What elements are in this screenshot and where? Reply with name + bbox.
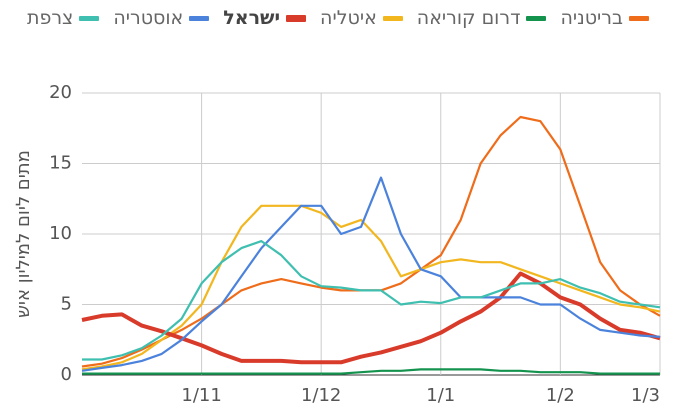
legend-label: צרפת	[26, 7, 74, 29]
legend: בריטניה דרום קוריאה איטליה ישראל אוסטריה צרפת	[6, 2, 670, 34]
y-axis-label: מתים ליום למיליון איש	[13, 150, 34, 318]
series-line	[81, 204, 661, 371]
legend-swatch	[629, 15, 650, 21]
legend-swatch	[189, 15, 210, 21]
x-tick-label: 1/12	[301, 385, 341, 406]
legend-label: אוסטריה	[113, 7, 184, 29]
x-tick-label: 1/2	[546, 385, 575, 406]
y-tick-label: 5	[61, 294, 72, 315]
legend-swatch	[526, 15, 547, 21]
series-line	[81, 271, 661, 365]
legend-label: ישראל	[223, 7, 281, 29]
y-tick-label: 15	[49, 153, 72, 174]
x-tick-label: 1/3	[631, 385, 660, 406]
x-tick-label: 1/1	[426, 385, 455, 406]
legend-swatch	[382, 15, 403, 21]
legend-label: בריטניה	[560, 7, 624, 29]
y-tick-label: 0	[61, 364, 72, 385]
legend-label: דרום קוריאה	[416, 7, 521, 29]
y-tick-label: 10	[49, 223, 72, 244]
legend-item: ישראל	[223, 2, 307, 34]
legend-item: איטליה	[320, 2, 403, 34]
legend-swatch	[79, 15, 100, 21]
series-line	[82, 240, 661, 361]
legend-swatch	[286, 14, 307, 22]
legend-item: בריטניה	[560, 2, 650, 34]
legend-item: אוסטריה	[113, 2, 210, 34]
legend-item: צרפת	[26, 2, 100, 34]
x-tick-label: 1/11	[181, 385, 221, 406]
series-line	[82, 368, 660, 375]
legend-label: איטליה	[320, 7, 377, 29]
series-line	[81, 176, 661, 372]
legend-item: דרום קוריאה	[417, 2, 547, 34]
y-tick-label: 20	[49, 82, 72, 103]
